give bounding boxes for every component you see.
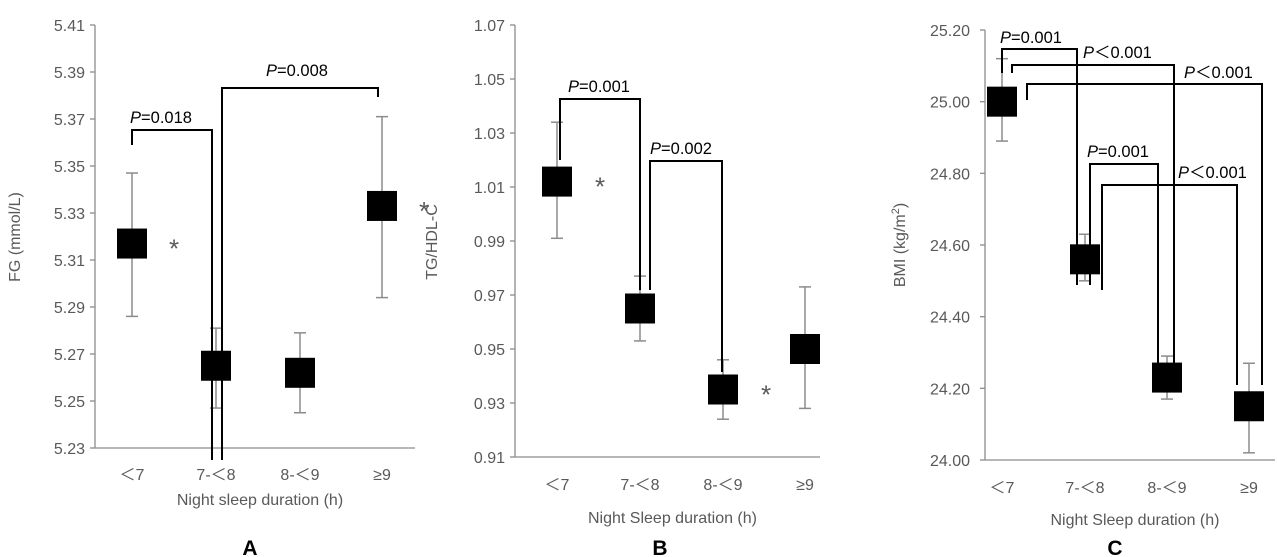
x-tick-label: 7-＜8 [1065, 480, 1104, 497]
comparison-label: P＜0.001 [1083, 44, 1152, 62]
y-tick-label: 24.80 [930, 166, 970, 183]
comparison-bracket [1011, 64, 1175, 368]
data-point [367, 190, 397, 221]
x-tick-label: 8-＜9 [1147, 480, 1186, 497]
y-tick-label: 1.05 [474, 72, 505, 89]
x-axis-title: Night Sleep duration (h) [588, 510, 757, 527]
comparison-bracket [649, 160, 723, 372]
data-point [790, 334, 820, 364]
comparison-label: P=0.001 [1087, 143, 1149, 161]
x-axis-title: Night sleep duration (h) [177, 492, 343, 509]
comparison-bracket [1101, 184, 1238, 385]
panel-b: 0.91 0.93 0.95 0.97 0.99 1.01 1.03 1.05 1.07 ＜7 7-… [424, 18, 820, 557]
data-point [708, 374, 738, 405]
x-tick-label: 8-＜9 [280, 467, 319, 484]
x-tick-label: ≥9 [1240, 480, 1258, 497]
comparison-label: P＜0.001 [1184, 64, 1253, 82]
y-tick-label: 24.20 [930, 381, 970, 398]
x-tick-label: ≥9 [796, 477, 814, 494]
significance-mark: * [595, 172, 605, 202]
y-axis-title: FG (mmol/L) [7, 192, 24, 282]
y-tick-label: 24.60 [930, 238, 970, 255]
data-point [542, 166, 572, 197]
x-tick-label: 7-＜8 [196, 467, 235, 484]
data-point [1234, 391, 1264, 422]
y-tick-label: 5.41 [54, 18, 85, 35]
y-tick-label: 5.29 [54, 300, 85, 317]
data-point [987, 86, 1017, 117]
comparison-label: P=0.018 [130, 109, 192, 127]
data-point [201, 350, 231, 381]
y-tick-label: 0.97 [474, 288, 505, 305]
data-point [1152, 362, 1182, 393]
comparison-bracket [221, 87, 379, 460]
panel-a: 5.23 5.25 5.27 5.29 5.31 5.33 5.35 5.37 5.39 5.41… [7, 18, 429, 557]
y-tick-label: 0.91 [474, 450, 505, 467]
y-tick-label: 25.20 [930, 23, 970, 40]
y-tick-label: 5.37 [54, 112, 85, 129]
y-tick-label: 0.93 [474, 396, 505, 413]
y-tick-label: 5.25 [54, 394, 85, 411]
y-tick-label: 5.31 [54, 253, 85, 270]
y-tick-label: 1.07 [474, 18, 505, 35]
y-tick-label: 25.00 [930, 95, 970, 112]
y-tick-label: 5.23 [54, 441, 85, 458]
y-tick-label: 5.39 [54, 65, 85, 82]
y-tick-label: 1.03 [474, 126, 505, 143]
panel-letter: C [1107, 537, 1122, 557]
data-point [625, 293, 655, 324]
y-axis-title: TG/HDL-C [424, 204, 441, 280]
y-tick-label: 1.01 [474, 180, 505, 197]
comparison-bracket [1001, 48, 1078, 285]
data-point [1070, 244, 1100, 275]
y-tick-label: 5.33 [54, 206, 85, 223]
comparison-label: P=0.008 [266, 62, 328, 80]
x-tick-label: 8-＜9 [703, 477, 742, 494]
significance-mark: * [419, 196, 429, 226]
comparison-bracket [1026, 83, 1263, 385]
x-axis-title: Night Sleep duration (h) [1051, 512, 1220, 529]
comparison-label: P＜0.001 [1178, 164, 1247, 182]
data-point [285, 357, 315, 388]
y-tick-label: 0.95 [474, 342, 505, 359]
x-tick-label: ＜7 [120, 467, 145, 484]
y-tick-label: 5.35 [54, 159, 85, 176]
y-tick-label: 24.00 [930, 453, 970, 470]
comparison-bracket [559, 98, 641, 290]
comparison-bracket [131, 129, 213, 460]
y-tick-label: 0.99 [474, 234, 505, 251]
y-tick-label: 5.27 [54, 347, 85, 364]
data-point [117, 228, 147, 259]
comparison-label: P=0.001 [568, 78, 630, 96]
panel-letter: B [652, 537, 667, 557]
x-tick-label: ＜7 [990, 480, 1015, 497]
comparison-label: P=0.002 [650, 140, 712, 158]
y-axis-title: BMI (kg/m2) [890, 203, 909, 287]
comparison-label: P=0.001 [1000, 29, 1062, 47]
x-tick-label: ≥9 [373, 467, 391, 484]
significance-mark: * [761, 380, 771, 410]
panel-letter: A [242, 537, 257, 557]
x-tick-label: 7-＜8 [620, 477, 659, 494]
x-tick-label: ＜7 [545, 477, 570, 494]
panel-c: 24.00 24.20 24.40 24.60 24.80 25.00 25.20 ＜7 7-＜… [890, 23, 1275, 557]
significance-mark: * [169, 234, 179, 264]
y-tick-label: 24.40 [930, 310, 970, 327]
comparison-bracket [1089, 163, 1159, 368]
